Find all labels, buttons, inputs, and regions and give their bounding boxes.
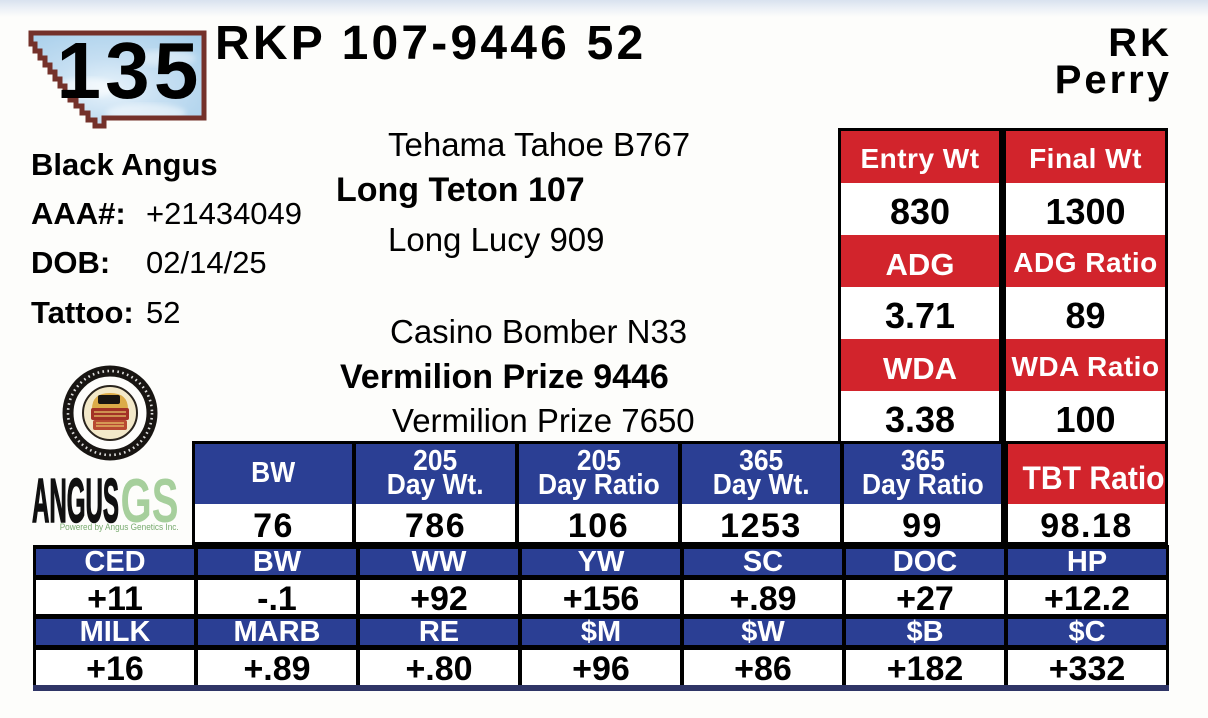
svg-text:135: 135 <box>56 28 202 115</box>
svg-text:ANGUS: ANGUS <box>32 470 119 534</box>
svg-text:GS: GS <box>121 470 179 534</box>
svg-text:Powered by Angus Genetics Inc.: Powered by Angus Genetics Inc. <box>60 522 179 532</box>
